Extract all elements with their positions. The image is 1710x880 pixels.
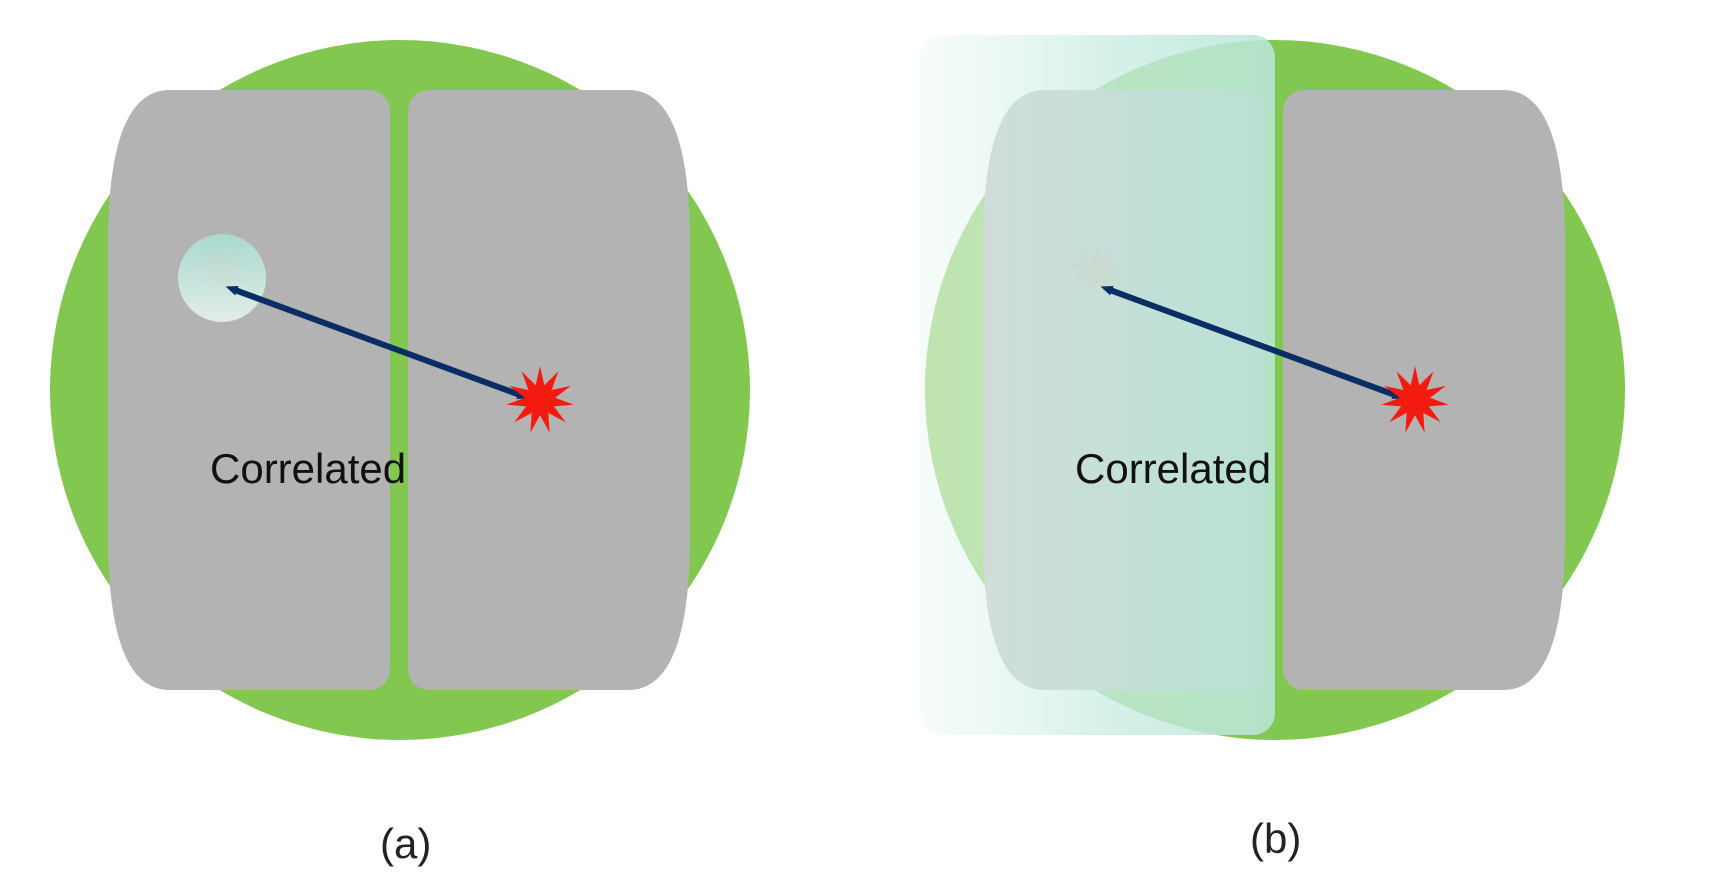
figure-canvas: Correlated (a) Correlated (b) (0, 0, 1710, 880)
event-starburst-a (500, 360, 580, 440)
correlation-arrow-b (855, 0, 1710, 880)
panel-a: Correlated (a) (0, 0, 855, 880)
correlation-arrow-a (0, 0, 855, 880)
correlated-label-b: Correlated (1075, 445, 1271, 493)
correlated-label-a: Correlated (210, 445, 406, 493)
event-starburst-b (1375, 360, 1455, 440)
caption-b: (b) (1250, 815, 1301, 863)
panel-b: Correlated (b) (855, 0, 1710, 880)
caption-a: (a) (380, 820, 431, 868)
